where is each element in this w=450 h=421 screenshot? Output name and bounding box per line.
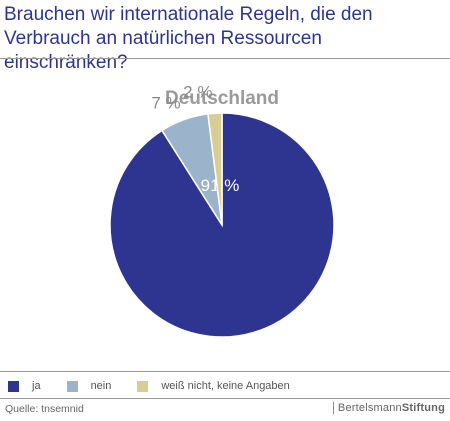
legend-swatch-weiss-nicht	[137, 380, 149, 392]
slice-label-ja: 91 %	[201, 176, 240, 195]
title-divider	[0, 58, 450, 59]
source-note: Quelle: tnsemnid	[5, 403, 84, 415]
legend-item-nein: nein	[66, 380, 112, 392]
slice-label-nein: 7 %	[151, 94, 180, 113]
legend-swatch-ja	[8, 380, 19, 392]
legend-divider	[0, 371, 450, 372]
footer-divider	[0, 398, 450, 399]
brand-part-2: Stiftung	[401, 402, 445, 414]
legend-item-ja: ja	[8, 380, 41, 392]
legend-label-weiss-nicht: weiß nicht, keine Angaben	[161, 380, 290, 392]
pie-slice-weiss-nicht	[207, 112, 223, 226]
slice-label-weiss-nicht: 2 %	[183, 82, 212, 101]
legend-label-nein: nein	[90, 380, 112, 392]
pie-chart: Deutschland 91 % 7 %2 %	[109, 82, 335, 338]
legend: ja nein weiß nicht, keine Angaben	[8, 378, 316, 394]
legend-swatch-nein	[66, 380, 78, 392]
chart-title: Brauchen wir internationale Regeln, die …	[4, 4, 373, 73]
brand-part-1: Bertelsmann	[337, 402, 402, 414]
pie-subtitle: Deutschland	[165, 88, 279, 109]
brand-logo: BertelsmannStiftung	[332, 402, 445, 414]
legend-item-weiss-nicht: weiß nicht, keine Angaben	[137, 380, 290, 392]
legend-label-ja: ja	[32, 380, 41, 392]
